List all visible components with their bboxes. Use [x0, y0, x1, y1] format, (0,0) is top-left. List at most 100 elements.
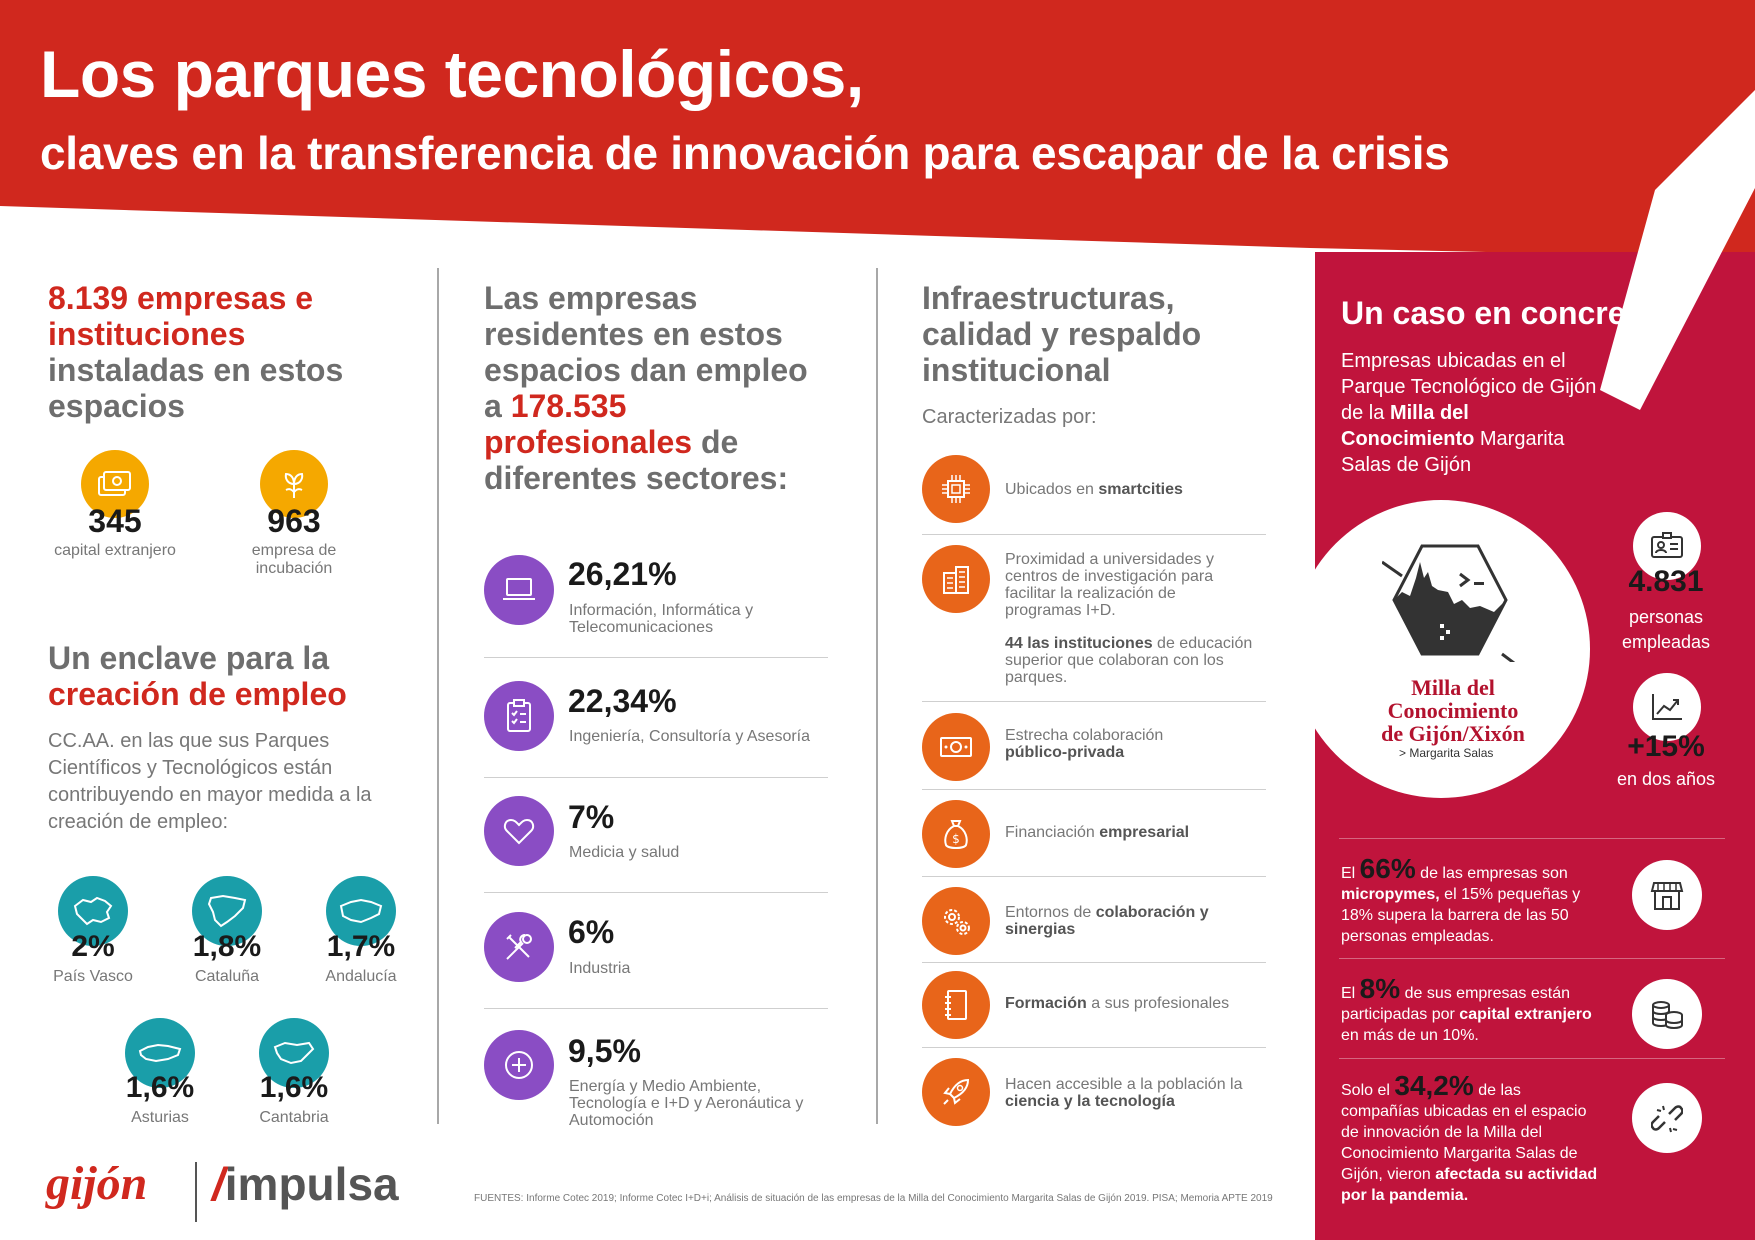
sector-value: 9,5% [568, 1033, 641, 1069]
stat-foreign-capital-value: 345 [88, 503, 142, 539]
heart-icon [484, 796, 554, 866]
fact-item: El 66% de las empresas son micropymes, e… [1341, 855, 1596, 947]
clipboard-icon [484, 681, 554, 751]
case-intro-bold: Milla del Conocimiento [1341, 402, 1475, 450]
growth-chart-icon [1633, 673, 1701, 741]
coins-icon [1632, 979, 1702, 1049]
milla-logo-text: Milla del Conocimiento de Gijón/Xixón [1368, 676, 1538, 745]
money-bag-icon: $ [922, 800, 990, 868]
fact-mid: de las empresas son [1415, 865, 1568, 882]
region-cantabria-value: 1,6% [259, 1071, 329, 1104]
employment-heading-grey: Un enclave para la [48, 640, 330, 676]
region-pais-vasco-label: País Vasco [53, 968, 133, 985]
sector-label: Información, Informática y Telecomunicac… [569, 602, 754, 636]
feature-divider [922, 789, 1266, 790]
page-title: Los parques tecnológicos, [40, 37, 864, 111]
column-divider [876, 268, 878, 1124]
shop-icon [1632, 860, 1702, 930]
employees-label: personas empleadas [1596, 605, 1736, 655]
milla-logo-line1: Milla del [1411, 675, 1495, 700]
fact-highlight-number: 66% [1359, 853, 1416, 884]
banknote-icon [922, 713, 990, 781]
map-andalucia-icon [326, 876, 396, 946]
sector-divider [484, 777, 828, 778]
id-card-icon [1633, 512, 1701, 580]
feature-text-bold: empresarial [1099, 824, 1190, 841]
sector-label: Medicia y salud [569, 844, 680, 861]
region-asturias-value: 1,6% [125, 1071, 195, 1104]
fact-mid: de sus empresas están participadas por [1341, 985, 1571, 1023]
notebook-icon [922, 971, 990, 1039]
fact-pre: El [1341, 865, 1360, 882]
fact-bold: micropymes, [1341, 886, 1440, 903]
feature-text-pre: Proximidad a universidades y centros de … [1005, 551, 1214, 619]
impulsa-logo: /impulsa [212, 1158, 399, 1210]
feature-text-pre: Ubicados en [1005, 481, 1099, 498]
fact-divider [1339, 1058, 1725, 1059]
region-asturias-label: Asturias [131, 1109, 189, 1126]
feature-extra-rest: de educación superior que colaboran con … [1005, 635, 1253, 686]
feature-text-bold: público-privada [1005, 744, 1125, 761]
page-subtitle: claves en la transferencia de innovación… [40, 127, 1450, 179]
sprout-icon [260, 450, 328, 518]
footer-logo-divider [195, 1162, 197, 1222]
sector-value: 26,21% [568, 556, 677, 592]
employment-description: CC.AA. en las que sus Parques Científico… [48, 730, 372, 833]
feature-text-post: a sus profesionales [1086, 995, 1230, 1012]
col3-subheading: Caracterizadas por: [922, 406, 1097, 428]
feature-text-bold: colaboración y sinergias [1005, 904, 1209, 938]
fact-post: en más de un 10%. [1341, 1027, 1479, 1044]
col2-heading: Las empresas residentes en estos espacio… [484, 280, 834, 496]
feature-text-pre: Financiación [1005, 824, 1100, 841]
feature-item-extra: 44 las instituciones de educación superi… [1005, 635, 1265, 686]
sector-value: 6% [568, 914, 615, 950]
map-cantabria-icon [259, 1018, 329, 1088]
milla-logo-line2: Conocimiento [1387, 698, 1519, 723]
footer-sources: FUENTES: Informe Cotec 2019; Informe Cot… [474, 1193, 1273, 1204]
feature-item-text: Proximidad a universidades y centros de … [1005, 551, 1235, 619]
feature-item-text: Estrecha colaboración público-privada [1005, 727, 1225, 761]
feature-divider [922, 876, 1266, 877]
feature-text-pre: Estrecha colaboración [1005, 727, 1164, 744]
fact-highlight-number: 34,2% [1394, 1070, 1474, 1101]
money-icon [81, 450, 149, 518]
plus-circle-icon [484, 1030, 554, 1100]
gijon-logo: gijón [46, 1157, 148, 1210]
col1-heading-rest: instaladas en estos espacios [48, 352, 344, 424]
employment-heading-red: creación de empleo [48, 676, 347, 712]
region-andalucia-value: 1,7% [326, 930, 396, 963]
stat-incubation-label: empresa de incubación [214, 542, 374, 578]
sector-label: Energía y Medio Ambiente, Tecnología e I… [569, 1078, 804, 1129]
feature-item-text: Hacen accesible a la población la cienci… [1005, 1076, 1265, 1110]
feature-extra-bold: 44 las instituciones [1005, 635, 1153, 652]
fact-highlight-number: 8% [1359, 973, 1401, 1004]
stat-incubation-label-line1: empresa de [251, 542, 337, 559]
feature-text-bold: Formación [1005, 995, 1087, 1012]
impulsa-logo-slash: / [212, 1158, 225, 1210]
case-intro-a: Empresas ubicadas en el Parque Tecnológi… [1341, 350, 1597, 424]
feature-divider [922, 534, 1266, 535]
broken-link-icon [1632, 1083, 1702, 1153]
map-pais-vasco-icon [58, 876, 128, 946]
column-divider [437, 268, 439, 1124]
feature-divider [922, 701, 1266, 702]
region-andalucia-label: Andalucía [325, 968, 397, 985]
feature-item-text: Entornos de colaboración y sinergias [1005, 904, 1235, 938]
region-pais-vasco-value: 2% [71, 930, 115, 963]
col2-heading-a: Las empresas residentes en estos espacio… [484, 280, 808, 424]
col1-heading: 8.139 empresas e instituciones instalada… [48, 280, 378, 424]
fact-post: el 15% pequeñas y 18% supera la barrera … [1341, 886, 1581, 945]
fact-divider [1339, 838, 1725, 839]
milla-logo-subtitle: > Margarita Salas [1399, 746, 1494, 760]
case-intro: Empresas ubicadas en el Parque Tecnológi… [1341, 348, 1606, 478]
sector-divider [484, 892, 828, 893]
sector-value: 22,34% [568, 683, 677, 719]
col1-heading-highlight: 8.139 empresas e instituciones [48, 280, 314, 352]
sector-divider [484, 1008, 828, 1009]
feature-divider [922, 1047, 1266, 1048]
growth-value: +15% [1627, 730, 1705, 763]
employment-heading: Un enclave para la creación de empleo [48, 640, 408, 712]
col3-heading: Infraestructuras, calidad y respaldo ins… [922, 280, 1202, 388]
employees-value: 4.831 [1628, 565, 1704, 598]
case-heading: Un caso en concreto [1341, 295, 1656, 331]
